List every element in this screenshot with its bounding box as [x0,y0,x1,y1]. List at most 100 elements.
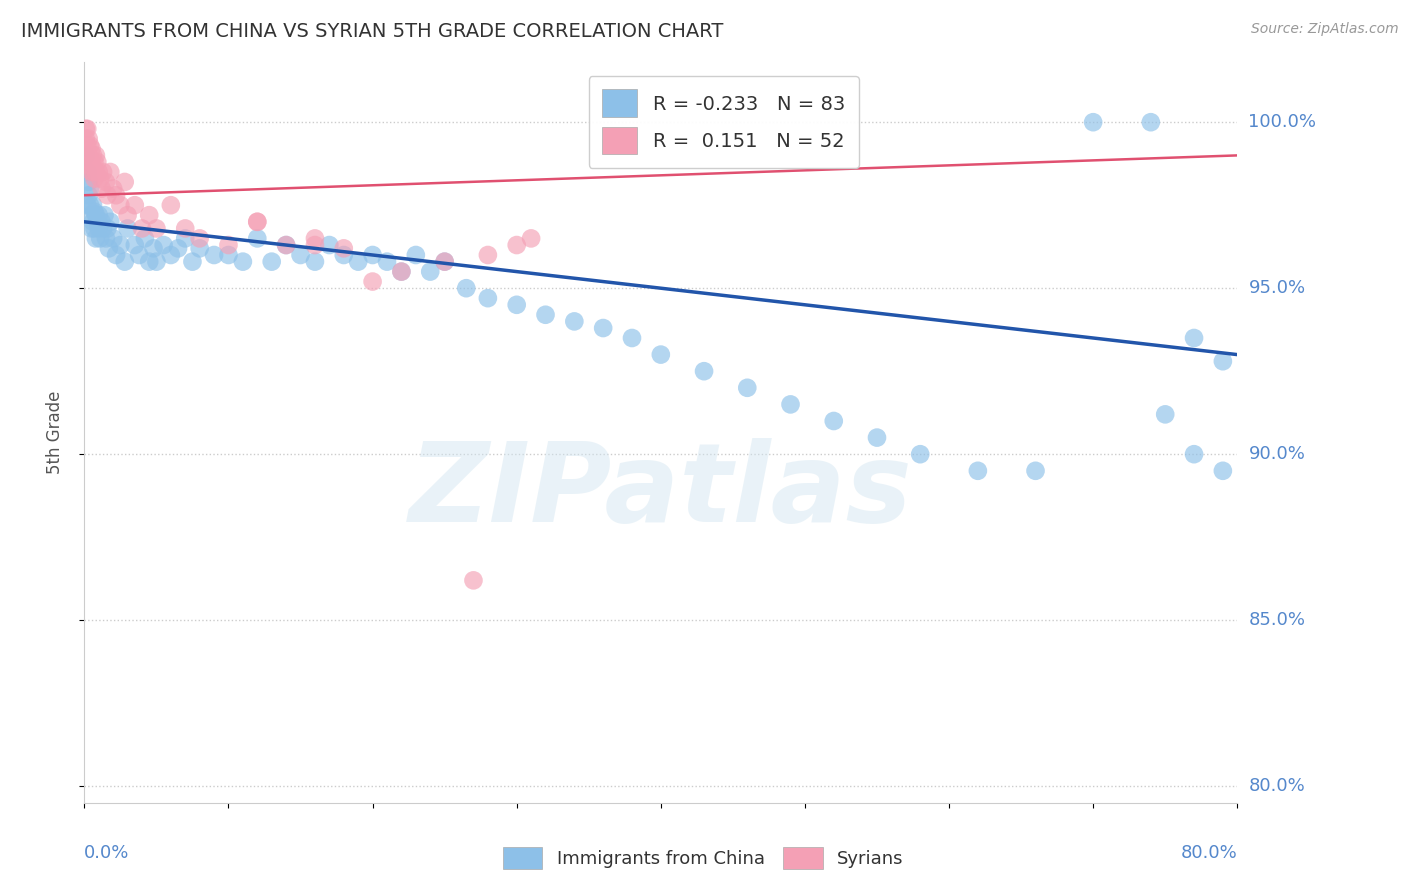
Point [181,254,204,268]
Point [89,171,111,186]
Point [103,231,124,245]
Point [405,248,427,262]
Point [1182,331,1205,345]
Point [98,215,121,229]
Point [82,215,104,229]
Point [463,574,485,588]
Point [391,264,413,278]
Point [89,231,111,245]
Text: 0.0%: 0.0% [84,844,129,862]
Point [90,181,112,195]
Point [304,231,326,245]
Point [94,231,117,245]
Point [124,238,146,252]
Point [77,175,100,189]
Point [391,264,413,278]
Point [96,188,118,202]
Point [1083,115,1105,129]
Point [138,208,160,222]
Text: ZIPatlas: ZIPatlas [409,438,912,545]
Point [75,121,97,136]
Point [80,142,103,156]
Point [91,165,114,179]
Point [142,241,165,255]
Point [246,215,269,229]
Text: 80.0%: 80.0% [1249,777,1305,795]
Point [86,215,108,229]
Point [80,165,103,179]
Point [87,165,110,179]
Point [79,138,101,153]
Point [76,138,98,153]
Point [87,208,110,222]
Point [80,208,103,222]
Point [347,254,370,268]
Point [134,231,156,245]
Point [114,175,136,189]
Point [160,198,183,212]
Point [93,208,115,222]
Point [131,221,153,235]
Point [375,254,398,268]
Point [117,221,139,235]
Point [304,238,326,252]
Point [520,231,543,245]
Point [77,188,100,202]
Point [84,148,107,162]
Point [318,238,340,252]
Point [1212,354,1234,368]
Point [232,254,254,268]
Point [276,238,298,252]
Point [564,314,586,328]
Point [419,264,441,278]
Point [737,381,759,395]
Legend: R = -0.233   N = 83, R =  0.151   N = 52: R = -0.233 N = 83, R = 0.151 N = 52 [589,76,859,168]
Point [433,254,456,268]
Point [1025,464,1047,478]
Point [260,254,283,268]
Point [333,248,356,262]
Point [361,275,384,289]
Point [82,165,104,179]
Point [124,198,146,212]
Point [218,248,240,262]
Point [779,397,801,411]
Point [477,291,499,305]
Point [75,148,97,162]
Point [246,231,269,245]
Point [1212,464,1234,478]
Point [83,221,105,235]
Point [174,221,197,235]
Point [86,155,108,169]
Point [105,248,128,262]
Point [117,208,139,222]
Point [246,215,269,229]
Point [76,198,98,212]
Point [82,148,104,162]
Point [1154,408,1177,422]
Point [152,238,174,252]
Point [128,248,150,262]
Point [361,248,384,262]
Text: 85.0%: 85.0% [1249,611,1305,629]
Point [83,204,105,219]
Point [188,241,211,255]
Point [433,254,456,268]
Point [105,188,128,202]
Point [621,331,644,345]
Point [333,241,356,255]
Point [110,238,132,252]
Point [145,254,167,268]
Point [79,155,101,169]
Point [79,181,101,195]
Point [1182,447,1205,461]
Point [84,165,107,179]
Point [167,241,190,255]
Point [1140,115,1163,129]
Point [477,248,499,262]
Text: 100.0%: 100.0% [1249,113,1316,131]
Text: 80.0%: 80.0% [1181,844,1237,862]
Point [75,132,97,146]
Point [506,238,529,252]
Point [304,254,326,268]
